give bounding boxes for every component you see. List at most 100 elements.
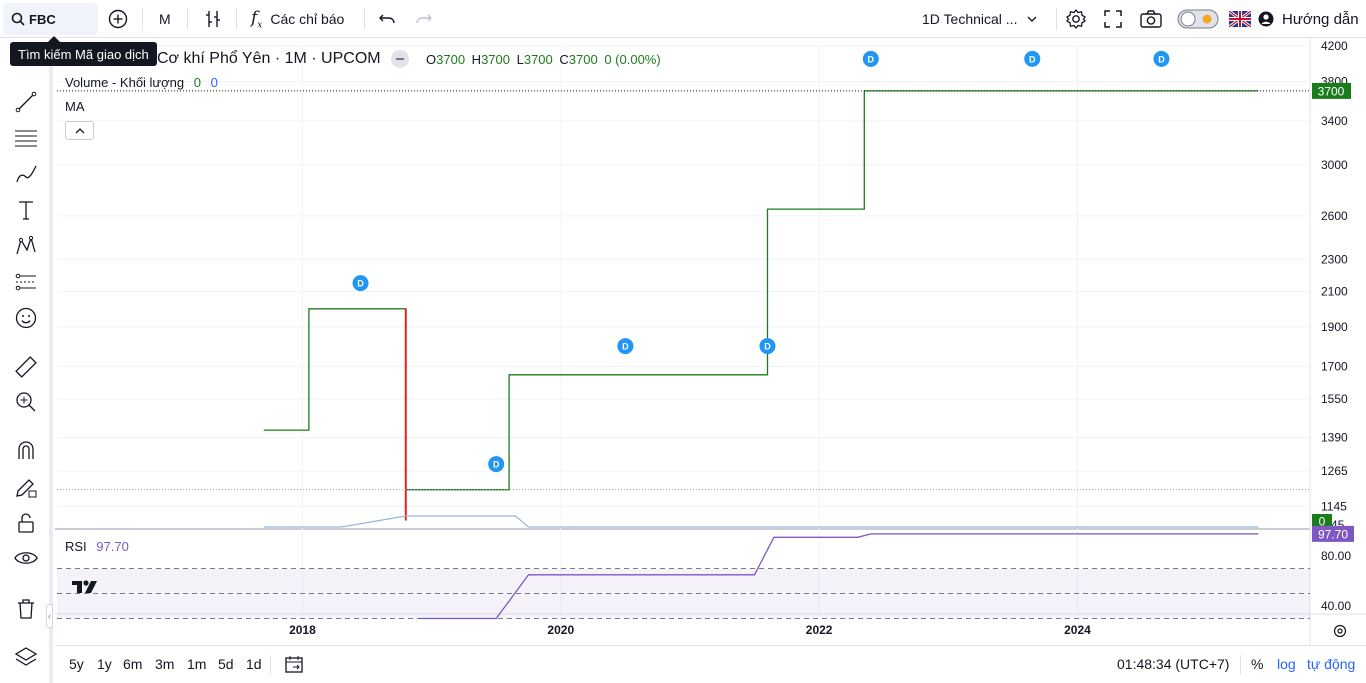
bottom-toolbar: 5y 1y 6m 3m 1m 5d 1d 01:48:34 (UTC+7) % …: [55, 645, 1366, 683]
dividend-marker: [862, 50, 879, 67]
time-tick-label: 2018: [289, 623, 316, 637]
uk-flag-icon: [1229, 11, 1251, 27]
ohlc-values: O3700 H3700 L3700 C3700 0 (0.00%): [426, 52, 661, 67]
lock-tool[interactable]: [12, 509, 40, 537]
time-axis[interactable]: 2018 2020 2022 2024: [289, 623, 1347, 638]
magnet-icon: [18, 441, 34, 459]
zoom-tool[interactable]: [12, 388, 40, 416]
tradingview-logo[interactable]: [72, 577, 98, 602]
range-1y-button[interactable]: 1y: [97, 656, 112, 672]
volume-line: [263, 515, 1259, 528]
settings-button[interactable]: [1065, 0, 1087, 38]
log-toggle[interactable]: log: [1277, 656, 1296, 672]
compare-button[interactable]: [108, 0, 128, 38]
emoji-tool[interactable]: [12, 304, 40, 332]
brush-icon: [16, 165, 37, 183]
dividend-marker-label: D: [1029, 54, 1036, 64]
lock-drawings-pencil-tool[interactable]: [12, 473, 40, 501]
ma-legend[interactable]: MA: [65, 99, 85, 114]
collapse-legend-button[interactable]: [65, 121, 94, 140]
ruler-tool[interactable]: [12, 353, 40, 381]
grid: [55, 38, 1366, 645]
brush-tool[interactable]: [12, 160, 40, 188]
horizontal-lines-icon: [15, 130, 37, 147]
close-value: 3700: [568, 52, 598, 67]
range-1d-button[interactable]: 1d: [246, 656, 262, 672]
pattern-icon: [16, 235, 36, 255]
magnet-tool[interactable]: [12, 437, 40, 465]
rsi-line: [418, 533, 1259, 620]
auto-scale-toggle[interactable]: tự động: [1307, 656, 1356, 672]
last-price-badge-label: 3700: [1318, 84, 1345, 98]
rsi-value-badge: [1312, 525, 1354, 542]
eye-icon: [14, 552, 38, 564]
symbol-label: FBC: [29, 11, 56, 27]
undo-button[interactable]: [378, 0, 396, 38]
redo-button[interactable]: [415, 0, 433, 38]
text-tool[interactable]: [12, 196, 40, 224]
range-6m-button[interactable]: 6m: [123, 656, 143, 672]
trend-line-tool[interactable]: [12, 88, 40, 116]
screenshot-button[interactable]: [1140, 0, 1162, 38]
time-tick-label: 2022: [806, 623, 833, 637]
tradingview-logo-icon: [72, 580, 97, 593]
dividend-marker-label: D: [868, 54, 875, 64]
remove-drawings-tool[interactable]: [12, 595, 40, 623]
go-to-date-button[interactable]: [284, 654, 304, 679]
price-tick-label: 3000: [1321, 158, 1348, 172]
price-tick-label: 2600: [1321, 209, 1348, 223]
interval-button[interactable]: M: [159, 11, 171, 27]
volume-badge: [1312, 514, 1332, 529]
volume-legend[interactable]: Volume - Khối lượng 0 0: [65, 75, 218, 90]
rsi-legend[interactable]: RSI 97.70: [65, 539, 129, 554]
theme-toggle[interactable]: [1177, 0, 1219, 38]
market-status-indicator: [391, 50, 409, 68]
percent-toggle[interactable]: %: [1251, 656, 1264, 672]
function-icon: fx: [251, 7, 263, 31]
rsi-label: RSI: [65, 539, 87, 554]
price-tick-label: 2100: [1321, 284, 1348, 298]
smiley-icon: [15, 307, 37, 329]
dividend-marker: [352, 275, 369, 292]
rsi-pane: 80.00 40.00 97.70: [57, 525, 1354, 620]
chart-type-button[interactable]: [203, 0, 223, 38]
chevron-up-icon: [75, 127, 84, 133]
range-5y-button[interactable]: 5y: [69, 656, 84, 672]
collapse-toolbar-button[interactable]: ‹: [46, 604, 53, 628]
trash-icon: [18, 599, 34, 619]
object-tree-tool[interactable]: [12, 643, 40, 671]
redo-icon: [416, 14, 432, 24]
camera-icon: [1140, 10, 1162, 28]
language-flag-button[interactable]: [1229, 0, 1251, 38]
range-3m-button[interactable]: 3m: [155, 656, 175, 672]
help-button[interactable]: Hướng dẫn: [1258, 0, 1359, 38]
candles-icon: [206, 11, 220, 27]
open-label: O: [426, 52, 437, 67]
layout-select[interactable]: 1D Technical ...: [922, 0, 1037, 38]
indicators-button[interactable]: fx Các chỉ báo: [251, 0, 344, 38]
price-tick-label: 2300: [1321, 252, 1348, 266]
indicators-label: Các chỉ báo: [270, 11, 345, 27]
symbol-search-tooltip: Tìm kiếm Mã giao dịch: [10, 36, 157, 66]
range-1m-button[interactable]: 1m: [187, 656, 207, 672]
last-price-badge: [1312, 82, 1351, 99]
horizontal-lines-tool[interactable]: [12, 124, 40, 152]
low-value: 3700: [523, 52, 553, 67]
zoom-in-icon: [16, 392, 36, 412]
price-axis[interactable]: 4200380034003000260023002100190017001550…: [1312, 39, 1351, 532]
volume-value-2: 0: [210, 75, 218, 90]
unlock-icon: [18, 513, 34, 533]
price-tick-label: 3400: [1321, 114, 1348, 128]
projection-tool[interactable]: [12, 268, 40, 296]
fullscreen-button[interactable]: [1104, 0, 1122, 38]
help-label: Hướng dẫn: [1282, 10, 1359, 28]
rsi-tick-label: 40.00: [1321, 599, 1351, 613]
price-tick-label: 1550: [1321, 392, 1348, 406]
hide-drawings-tool[interactable]: [12, 544, 40, 572]
range-5d-button[interactable]: 5d: [218, 656, 234, 672]
pattern-tool[interactable]: [12, 232, 40, 260]
clock-display[interactable]: 01:48:34 (UTC+7): [1117, 656, 1230, 672]
symbol-search-button[interactable]: FBC: [3, 3, 98, 35]
chevron-down-icon: [1027, 16, 1037, 22]
